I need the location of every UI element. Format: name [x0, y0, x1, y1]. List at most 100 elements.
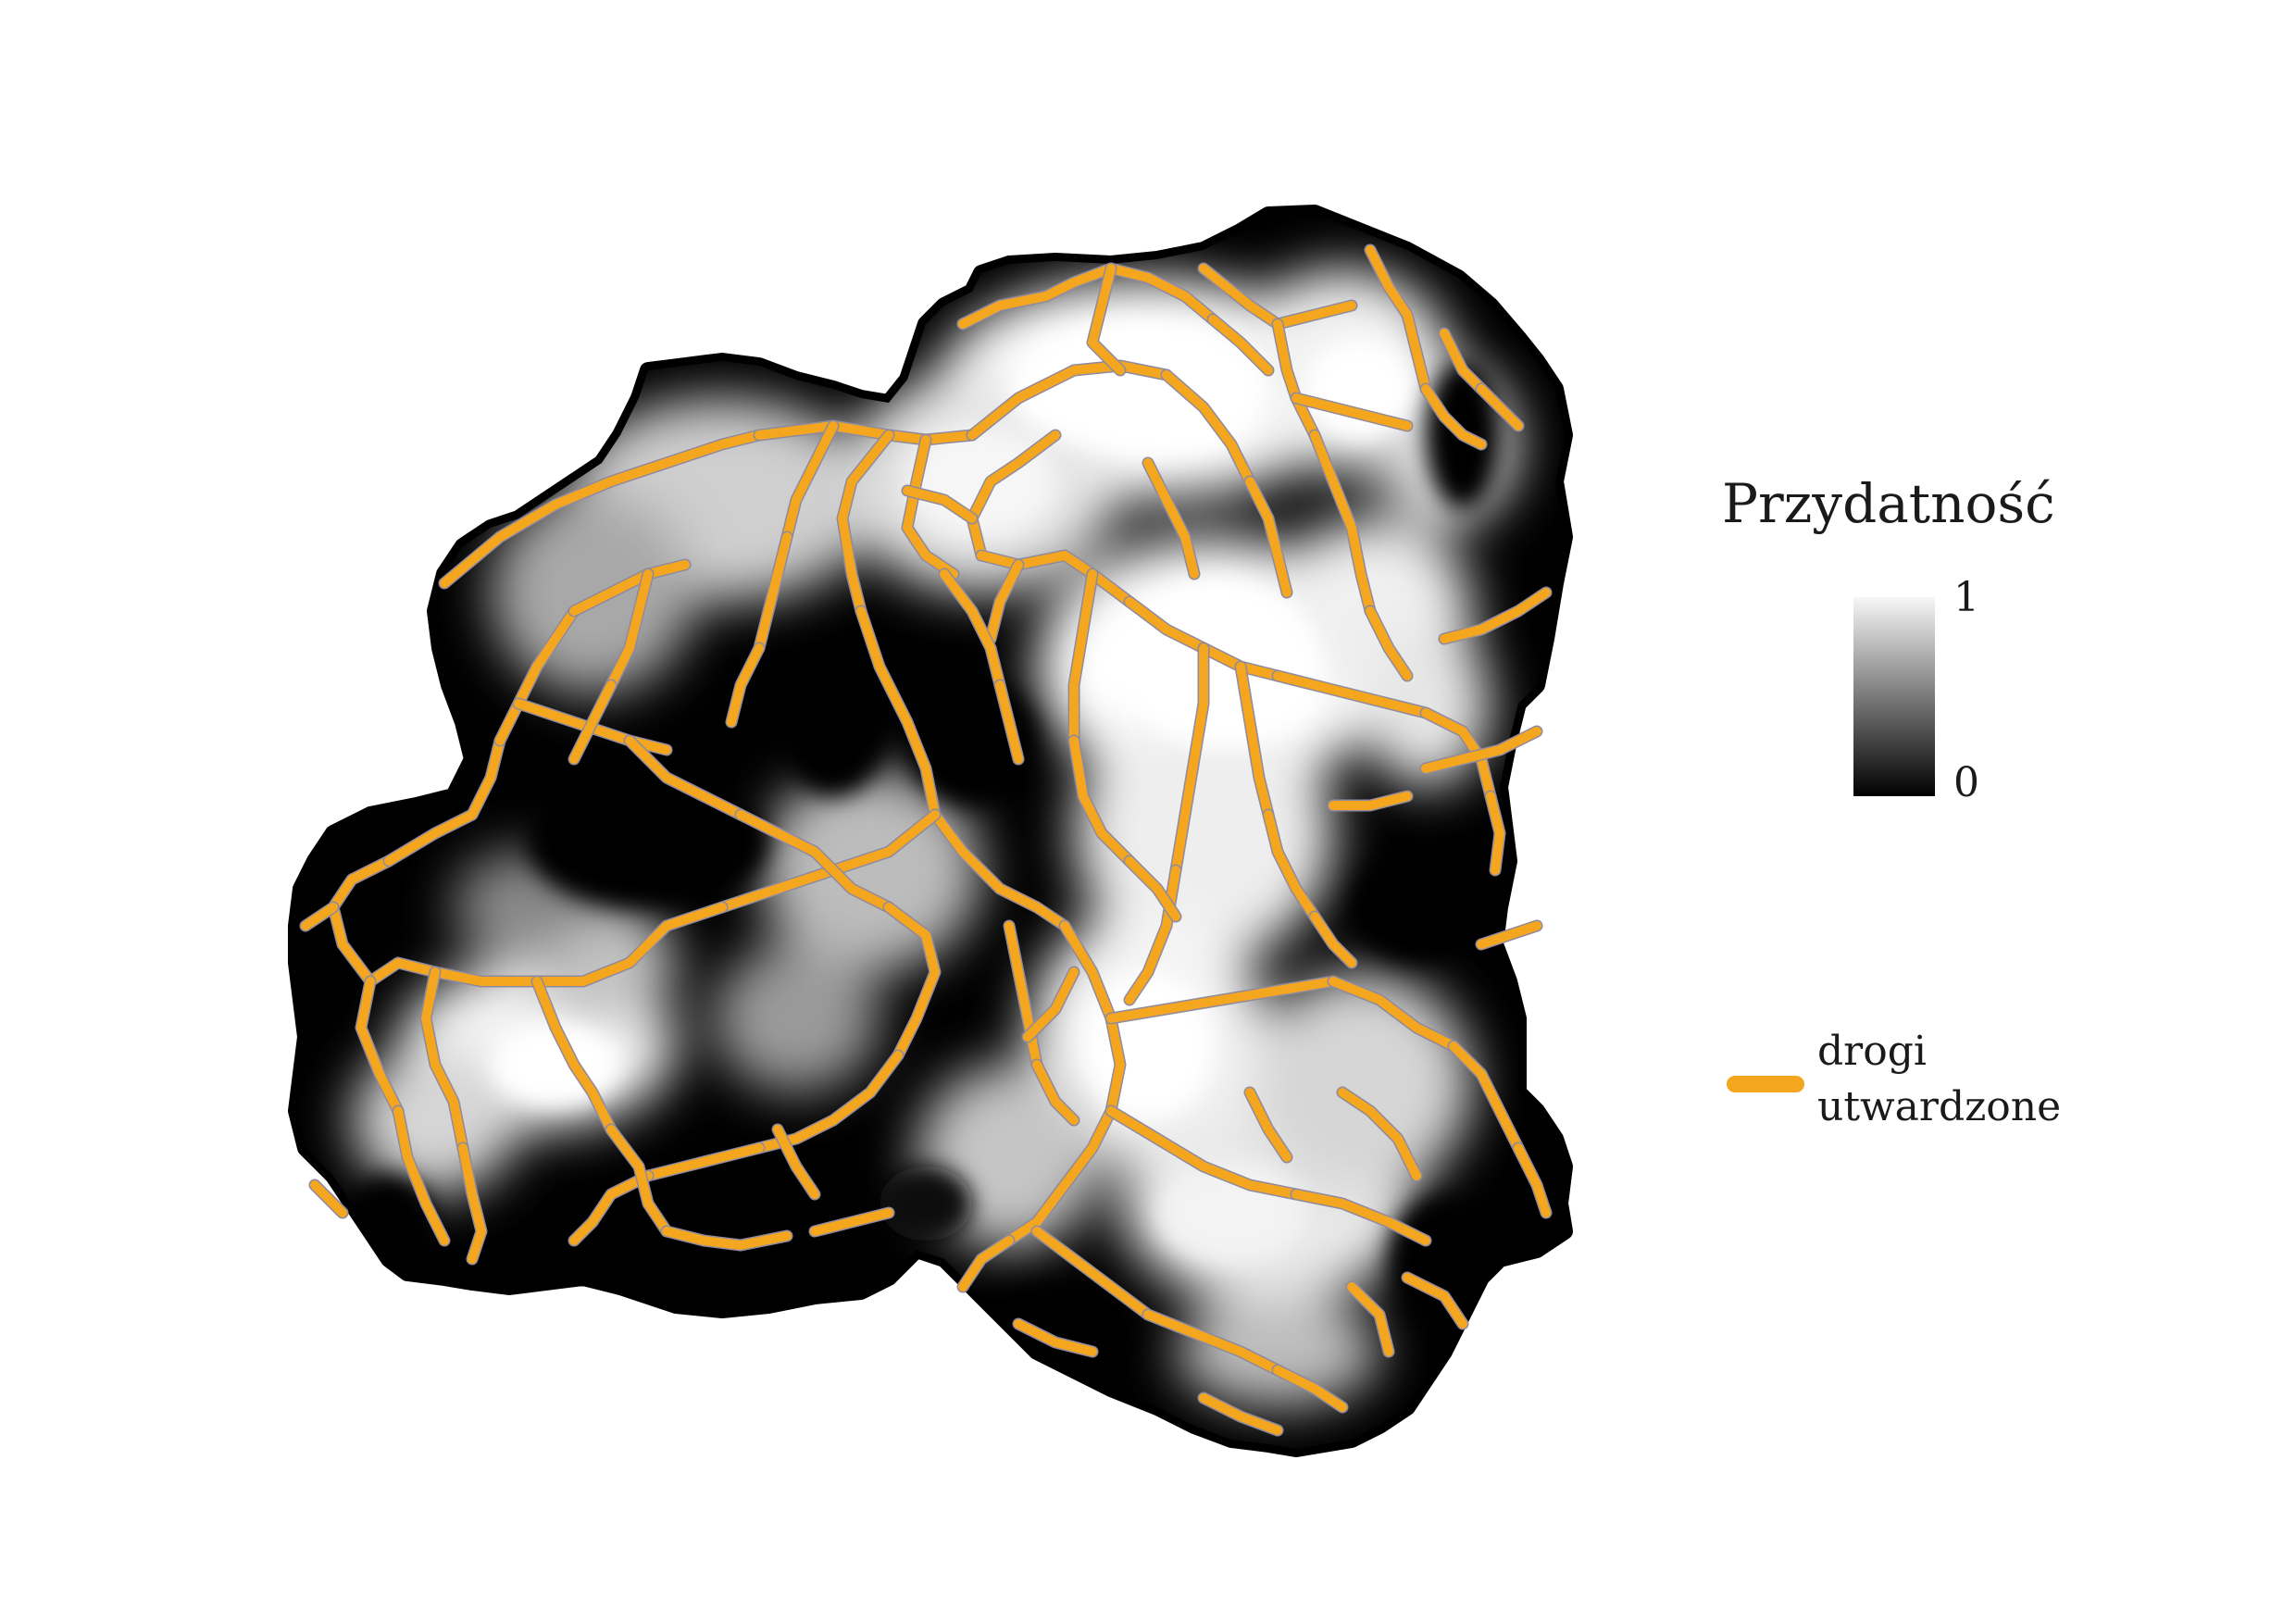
- road-segment: [532, 903, 727, 986]
- road-segment: [1310, 912, 1356, 967]
- road-segment: [1449, 1042, 1523, 1153]
- road-segment: [1032, 1060, 1079, 1125]
- road-segment: [727, 643, 764, 727]
- road-segment: [310, 1180, 347, 1217]
- road-segment: [1440, 329, 1486, 393]
- road-segment: [810, 1208, 893, 1236]
- road-segment: [1292, 1190, 1430, 1245]
- road-segment: [1477, 921, 1541, 949]
- road-segment: [625, 736, 745, 819]
- road-segment: [838, 430, 893, 616]
- suitability-color-ramp: [1853, 597, 1935, 796]
- road-segment: [1014, 1319, 1097, 1356]
- road-segment: [958, 1236, 1014, 1291]
- road-segment: [967, 430, 1060, 560]
- roads-legend-label-line2: utwardzone: [1817, 1083, 2062, 1130]
- road-segment: [1310, 430, 1375, 616]
- road-segment: [1162, 370, 1254, 486]
- road-segment: [606, 569, 653, 690]
- road-segment: [569, 680, 616, 764]
- road-segment: [1292, 393, 1412, 430]
- road-segment: [1171, 643, 1208, 875]
- road-segment: [986, 560, 1023, 643]
- road-segment: [856, 606, 940, 819]
- road-segment: [1245, 477, 1292, 597]
- road-segment: [1273, 319, 1319, 440]
- road-segment: [1366, 606, 1412, 680]
- road-segment: [1088, 264, 1125, 375]
- road-segment: [606, 1125, 671, 1236]
- road-segment: [1004, 921, 1042, 1069]
- road-segment: [1032, 1227, 1153, 1319]
- very-high-suitability-cores: [491, 324, 1416, 1264]
- road-segment: [1273, 671, 1430, 717]
- road-segment: [1143, 1310, 1282, 1375]
- road-segment: [301, 903, 338, 930]
- road-segment: [1329, 977, 1458, 1051]
- paved-roads-network: [299, 243, 1553, 1437]
- ramp-max-label: 1: [1953, 574, 1979, 621]
- road-segment: [1004, 1106, 1116, 1245]
- legend-title: Przydatność: [1722, 472, 2055, 535]
- road-segment: [1125, 866, 1180, 1004]
- road-segment: [662, 1227, 792, 1250]
- road-segment: [393, 1106, 449, 1245]
- road-segment: [356, 977, 403, 1116]
- road-segment: [977, 551, 1134, 606]
- road-segment: [1245, 1088, 1292, 1162]
- road-segment: [773, 1125, 819, 1199]
- road-segment: [569, 560, 690, 616]
- road-segment: [1208, 315, 1273, 375]
- road-segment: [736, 810, 893, 912]
- road-segment: [1403, 1273, 1467, 1329]
- roads-legend-label-line1: drogi: [1817, 1028, 1927, 1075]
- ramp-min-label: 0: [1953, 759, 1979, 806]
- road-segment: [1421, 727, 1541, 773]
- road-segment: [1125, 856, 1180, 921]
- road-segment: [1264, 810, 1319, 921]
- road-segment: [940, 569, 1004, 690]
- road-segment: [1106, 977, 1338, 1023]
- road-segment: [1106, 264, 1217, 324]
- road-segment: [421, 967, 468, 1153]
- road-segment: [755, 532, 792, 653]
- roads-legend-entry: drogi utwardzone: [1727, 1028, 2097, 1148]
- road-segment: [884, 903, 940, 1060]
- road-segment: [643, 1143, 764, 1180]
- road-segment: [1486, 792, 1504, 875]
- road-segment: [1338, 1088, 1421, 1180]
- road-segment: [440, 430, 764, 588]
- road-segment: [1440, 588, 1551, 643]
- road-segment: [384, 736, 505, 866]
- road-segment: [458, 1143, 486, 1264]
- road-segment: [1143, 458, 1199, 579]
- road-segment: [1273, 1366, 1347, 1412]
- road-segment: [1069, 569, 1097, 745]
- road-segment: [958, 264, 1116, 329]
- road-segment: [514, 699, 671, 755]
- road-segment: [1106, 1106, 1301, 1199]
- road-segment: [1023, 967, 1079, 1042]
- road-segment: [1477, 384, 1523, 430]
- roads-legend-swatch: [1727, 1076, 1804, 1092]
- road-segment: [1236, 662, 1273, 819]
- road-segment: [495, 606, 579, 745]
- road-segment: [1366, 245, 1430, 393]
- road-segment: [930, 810, 1069, 930]
- road-segment: [1069, 736, 1134, 866]
- road-segment: [995, 680, 1023, 764]
- road-segment: [1329, 792, 1412, 810]
- road-segment: [1421, 384, 1486, 449]
- road-segment: [1514, 1143, 1551, 1217]
- road-segment: [1421, 708, 1495, 801]
- road-segment: [903, 486, 977, 523]
- road-segment: [569, 1171, 653, 1245]
- road-segment: [532, 977, 616, 1134]
- road-segment: [782, 421, 838, 542]
- road-segment: [1199, 1393, 1282, 1435]
- road-segment: [1347, 1282, 1393, 1356]
- road-segment: [967, 361, 1171, 440]
- road-segment: [903, 435, 958, 579]
